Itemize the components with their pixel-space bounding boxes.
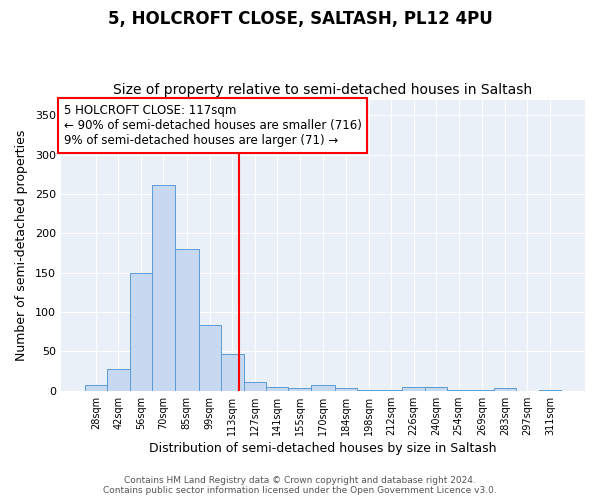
Bar — [403, 387, 425, 391]
Bar — [311, 384, 335, 391]
Bar — [221, 354, 244, 391]
Bar — [539, 390, 561, 391]
Bar — [289, 388, 311, 391]
Bar — [107, 369, 130, 391]
Bar — [335, 388, 358, 391]
Bar — [380, 390, 403, 391]
Bar — [470, 390, 494, 391]
Bar — [447, 390, 470, 391]
Bar — [152, 184, 175, 391]
Bar — [494, 388, 516, 391]
Bar — [425, 387, 447, 391]
Y-axis label: Number of semi-detached properties: Number of semi-detached properties — [15, 130, 28, 361]
Bar — [85, 386, 107, 391]
Bar — [175, 249, 199, 391]
Text: Contains HM Land Registry data © Crown copyright and database right 2024.
Contai: Contains HM Land Registry data © Crown c… — [103, 476, 497, 495]
Text: 5 HOLCROFT CLOSE: 117sqm
← 90% of semi-detached houses are smaller (716)
9% of s: 5 HOLCROFT CLOSE: 117sqm ← 90% of semi-d… — [64, 104, 361, 147]
Text: 5, HOLCROFT CLOSE, SALTASH, PL12 4PU: 5, HOLCROFT CLOSE, SALTASH, PL12 4PU — [107, 10, 493, 28]
Bar — [244, 382, 266, 391]
Bar — [130, 272, 152, 391]
Bar — [266, 387, 289, 391]
X-axis label: Distribution of semi-detached houses by size in Saltash: Distribution of semi-detached houses by … — [149, 442, 497, 455]
Title: Size of property relative to semi-detached houses in Saltash: Size of property relative to semi-detach… — [113, 83, 533, 97]
Bar — [358, 390, 380, 391]
Bar — [199, 324, 221, 391]
